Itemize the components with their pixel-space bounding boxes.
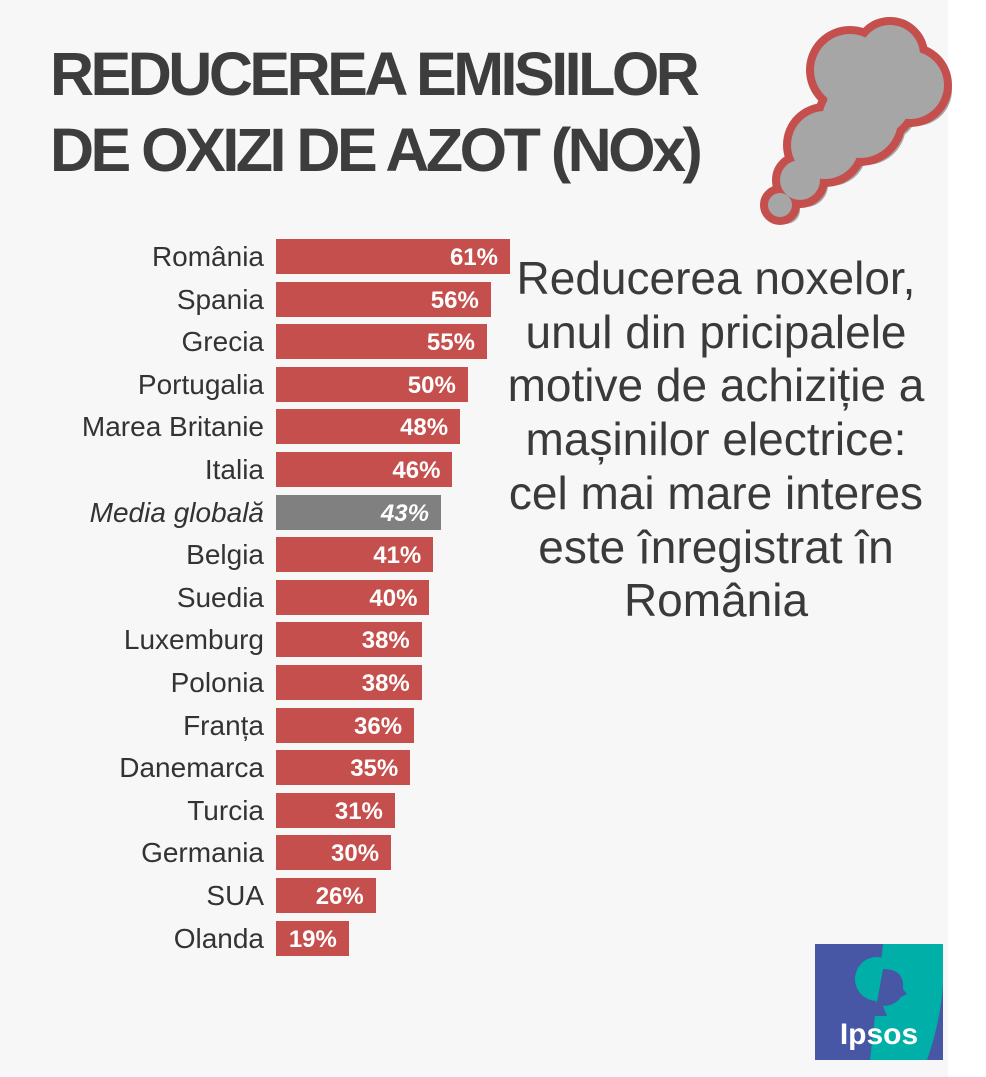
category-label: Grecia: [181, 326, 264, 358]
category-label: Belgia: [186, 539, 264, 571]
bar: [276, 537, 434, 573]
average-bar: [276, 494, 441, 530]
bar: [276, 281, 491, 317]
category-label: Danemarca: [119, 752, 264, 784]
data-label: 38%: [361, 627, 410, 655]
data-label: 56%: [430, 286, 479, 314]
data-label: 35%: [350, 755, 399, 783]
category-label: Italia: [204, 454, 264, 485]
page-title: REDUCEREA EMISIILOR DE OXIZI DE AZOT (NO…: [50, 36, 703, 188]
data-label: 36%: [354, 712, 403, 740]
category-label: Suedia: [176, 581, 264, 613]
bar: [276, 707, 415, 743]
category-label: Spania: [176, 283, 264, 315]
data-label: 19%: [288, 925, 337, 953]
data-label: 43%: [380, 499, 429, 527]
bar: [276, 835, 392, 871]
bar: [276, 750, 411, 786]
data-label: 38%: [361, 670, 410, 697]
title-line-1: REDUCEREA EMISIILOR: [50, 40, 700, 108]
bar: [276, 452, 453, 487]
commentary-text: Reducerea noxelor, unul din pricipalele …: [507, 252, 925, 627]
category-label: Franța: [183, 709, 264, 741]
data-label: 26%: [315, 883, 364, 910]
data-label: 46%: [392, 457, 441, 484]
bar: [276, 920, 349, 956]
category-label: Germania: [141, 837, 264, 869]
category-label: Portugalia: [137, 368, 264, 400]
bar: [276, 579, 430, 615]
category-label: România: [151, 241, 264, 272]
category-label: SUA: [206, 880, 264, 911]
bar: [276, 878, 376, 913]
ipsos-logo: Ipsos: [815, 944, 943, 1060]
data-label: 31%: [334, 797, 383, 825]
data-label: 41%: [373, 542, 422, 570]
category-label: Luxemburg: [123, 624, 264, 656]
data-label: 61%: [449, 244, 498, 271]
bar: [276, 324, 487, 360]
category-label: Olanda: [173, 922, 264, 954]
smoke-cloud-icon: [760, 17, 952, 225]
bar: [276, 665, 422, 700]
data-label: 55%: [426, 329, 475, 357]
data-label: 30%: [331, 840, 380, 868]
data-label: 48%: [400, 414, 449, 442]
category-label: Turcia: [187, 794, 264, 826]
logo-text: Ipsos: [840, 1018, 918, 1051]
bar: [276, 366, 468, 402]
category-label: Polonia: [170, 667, 264, 698]
data-label: 50%: [407, 371, 456, 399]
data-label: 40%: [369, 584, 418, 612]
category-label: Media globală: [89, 496, 264, 528]
title-line-2: DE OXIZI DE AZOT (NOx): [50, 116, 703, 184]
bar: [276, 409, 461, 445]
bar: [276, 622, 422, 658]
category-label: Marea Britanie: [81, 411, 264, 443]
bar: [276, 239, 510, 274]
bar: [276, 792, 395, 828]
